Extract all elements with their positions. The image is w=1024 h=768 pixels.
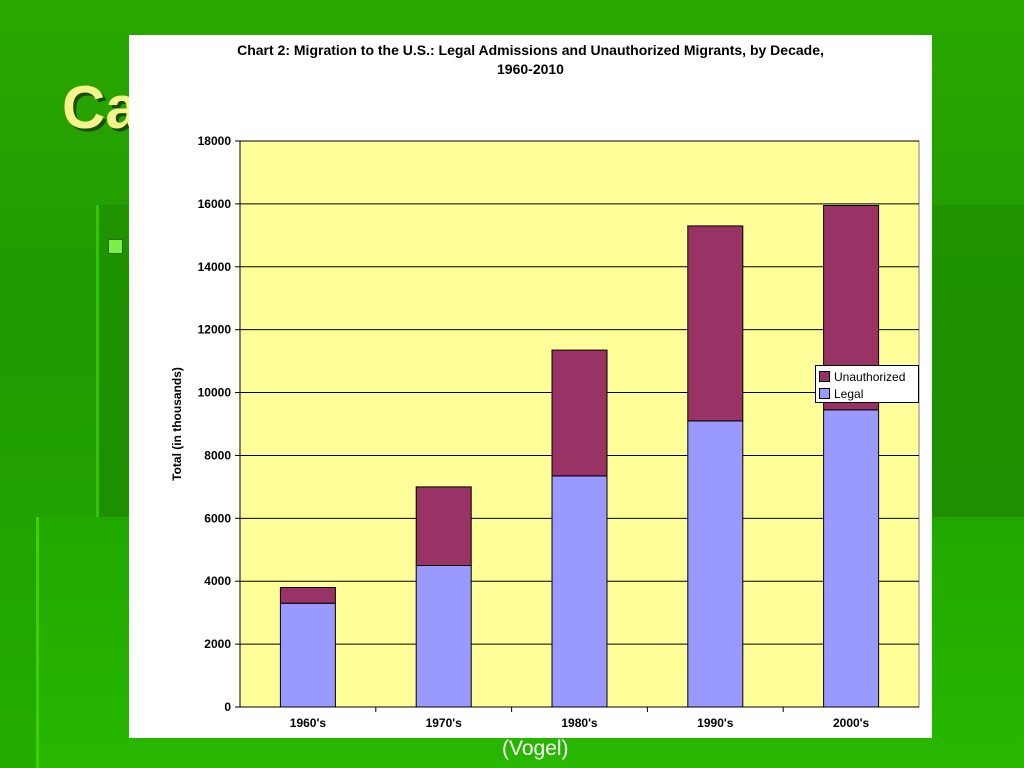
bullet-icon [108,239,123,254]
y-tick-label: 14000 [198,260,232,274]
chart-title-line-2: 1960-2010 [497,61,564,77]
y-tick-label: 16000 [198,197,232,211]
y-tick-label: 0 [224,700,231,714]
y-tick-label: 6000 [204,511,231,525]
source-credit: (Vogel) [502,737,569,760]
bar-legal-4 [823,409,880,708]
bar-legal-2 [551,475,608,708]
bar-chart: 0 2000 4000 6000 8000 10000 12000 14000 16000 180… [170,134,920,730]
y-tick-label: 2000 [204,637,231,651]
legend-swatch-unauthorized [819,371,830,382]
legend-swatch-legal [819,388,830,399]
y-tick-label: 8000 [204,448,231,462]
x-tick-label: 1990's [697,716,734,730]
y-tick-label: 10000 [198,386,232,400]
x-tick-label: 1960's [290,716,327,730]
bar-unauthorized-3 [687,225,744,422]
y-axis-label: Total (in thousands) [170,367,184,481]
chart-title-line-1: Chart 2: Migration to the U.S.: Legal Ad… [237,42,824,58]
bar-unauthorized-2 [551,349,608,477]
x-tick-label: 1980's [561,716,598,730]
bar-unauthorized-0 [279,587,336,604]
bar-unauthorized-1 [415,486,472,566]
bar-legal-1 [415,565,472,708]
y-tick-label: 18000 [198,134,232,148]
legend-label-unauthorized: Unauthorized [834,369,906,384]
axes: 0 2000 4000 6000 8000 10000 12000 14000 16000 180… [198,134,919,730]
bar-legal-3 [687,420,744,708]
chart-image: Chart 2: Migration to the U.S.: Legal Ad… [129,35,932,738]
legend-item-unauthorized: Unauthorized [819,368,918,385]
slide-title: Ca [62,74,132,141]
bars [279,204,880,708]
x-tick-label: 1970's [426,716,463,730]
y-tick-label: 4000 [204,574,231,588]
bar-legal-0 [279,602,336,708]
chart-legend: Unauthorized Legal [815,365,919,403]
y-tick-label: 12000 [198,323,232,337]
x-tick-label: 2000's [833,716,870,730]
chart-title: Chart 2: Migration to the U.S.: Legal Ad… [129,41,932,79]
legend-label-legal: Legal [834,386,864,401]
legend-item-legal: Legal [819,385,918,402]
